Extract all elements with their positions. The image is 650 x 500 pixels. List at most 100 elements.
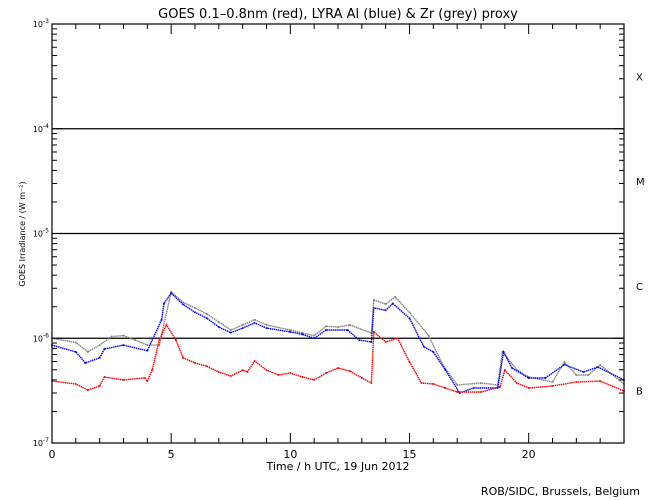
data-point — [563, 363, 566, 366]
data-point — [361, 377, 363, 379]
data-point — [229, 329, 232, 331]
data-point — [392, 302, 394, 305]
data-point — [394, 296, 396, 298]
data-point — [372, 299, 375, 301]
data-point — [86, 351, 89, 353]
data-point — [218, 326, 220, 328]
data-point — [122, 334, 125, 337]
data-point — [575, 381, 578, 383]
data-point — [182, 357, 184, 359]
data-point — [423, 345, 425, 348]
data-point — [515, 368, 518, 371]
y-tick-label: 10-7 — [33, 437, 49, 448]
data-point — [151, 369, 153, 371]
data-point — [432, 383, 435, 385]
data-point — [527, 387, 530, 389]
data-point — [289, 329, 292, 331]
data-point — [575, 374, 578, 376]
footer-credit: ROB/SIDC, Brussels, Belgium — [481, 485, 640, 498]
data-point — [194, 311, 196, 314]
data-point — [313, 334, 315, 337]
series-line — [51, 323, 625, 393]
data-point — [313, 337, 315, 340]
data-point — [408, 317, 411, 320]
data-point — [432, 351, 435, 353]
x-tick-label: 15 — [403, 448, 417, 461]
data-point — [313, 379, 315, 381]
data-point — [103, 376, 106, 378]
data-point — [544, 377, 547, 379]
data-point — [325, 329, 327, 331]
data-point — [98, 385, 101, 387]
data-point — [301, 332, 304, 334]
x-tick-label: 10 — [283, 448, 297, 461]
data-point — [122, 379, 125, 381]
data-point — [160, 319, 163, 321]
data-point — [158, 344, 161, 346]
data-point — [206, 317, 208, 320]
data-point — [325, 372, 327, 374]
flare-class-label: C — [636, 282, 643, 293]
data-point — [253, 319, 256, 321]
data-point — [194, 362, 196, 364]
chart-title: GOES 0.1–0.8nm (red), LYRA Al (blue) & Z… — [158, 7, 518, 22]
flare-class-label: M — [636, 177, 645, 188]
data-point — [504, 369, 506, 371]
data-point — [337, 367, 339, 369]
data-point — [551, 385, 554, 387]
data-point — [511, 367, 513, 369]
data-point — [563, 361, 566, 363]
data-point — [515, 382, 518, 384]
data-point — [370, 382, 373, 384]
data-point — [599, 364, 601, 366]
data-point — [444, 368, 447, 371]
data-point — [408, 361, 411, 363]
data-point — [384, 341, 387, 343]
x-axis-label: Time / h UTC, 19 Jun 2012 — [265, 460, 409, 473]
data-point — [596, 366, 599, 368]
data-point — [384, 303, 387, 305]
data-point — [265, 369, 268, 371]
data-point — [110, 335, 113, 338]
data-point — [206, 365, 208, 368]
data-point — [163, 302, 165, 305]
data-point — [182, 303, 184, 306]
data-point — [75, 351, 77, 353]
data-point — [456, 384, 458, 386]
data-point — [175, 339, 177, 341]
data-point — [301, 333, 304, 336]
data-point — [420, 382, 423, 384]
data-point — [499, 386, 501, 388]
data-point — [325, 325, 327, 328]
data-point — [384, 309, 387, 312]
data-point — [146, 380, 149, 382]
data-point — [146, 349, 149, 352]
data-point — [103, 348, 106, 350]
data-point — [458, 392, 461, 394]
series-808080 — [51, 290, 625, 386]
data-point — [527, 377, 530, 379]
data-point — [480, 382, 482, 384]
data-point — [229, 375, 232, 377]
data-point — [98, 344, 101, 346]
x-tick-label: 0 — [49, 448, 56, 461]
data-point — [289, 331, 292, 333]
data-point — [253, 322, 256, 324]
data-point — [144, 377, 146, 379]
data-point — [480, 391, 482, 393]
data-point — [75, 341, 77, 344]
data-point — [146, 344, 149, 346]
data-point — [170, 291, 172, 293]
data-point — [165, 324, 168, 326]
y-tick-label: 10-5 — [33, 228, 49, 239]
data-point — [408, 311, 411, 314]
data-point — [158, 339, 161, 341]
data-point — [241, 369, 244, 371]
data-point — [277, 374, 280, 376]
data-point — [551, 381, 554, 383]
data-point — [246, 371, 249, 373]
data-point — [229, 331, 232, 334]
data-point — [358, 339, 361, 341]
flare-class-label: B — [636, 387, 643, 398]
y-tick-label: 10-6 — [33, 332, 49, 343]
